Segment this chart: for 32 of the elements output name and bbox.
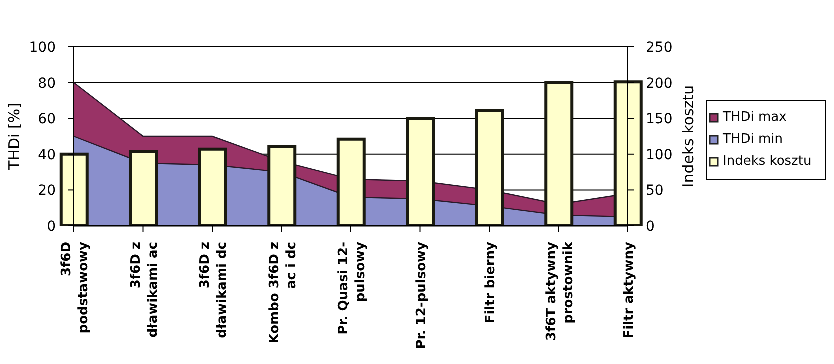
- x-tick-label: Kombo 3f6D z ac i dc: [267, 242, 300, 344]
- bar: [60, 152, 89, 226]
- y2-tick-label: 150: [646, 112, 673, 128]
- y-tick-label: 0: [47, 218, 56, 235]
- y-tick-label: 60: [38, 112, 56, 128]
- x-tick-label: Pr. 12-pulsowy: [414, 241, 430, 350]
- x-tick-label: Filtr aktywny: [622, 241, 637, 339]
- bar: [336, 138, 366, 226]
- y2-tick-label: 200: [646, 76, 673, 92]
- y2-tick-label: 100: [646, 147, 673, 164]
- y2-tick-label: 50: [646, 183, 664, 200]
- legend-label: Indeks kosztu: [723, 153, 812, 171]
- legend-label: THDi min: [723, 131, 783, 149]
- y2-axis-title: Indeks kosztu: [679, 85, 698, 188]
- y2-tick-label: 250: [646, 40, 673, 56]
- bar: [129, 150, 158, 226]
- y-tick-label: 80: [38, 76, 56, 92]
- bar: [614, 80, 643, 226]
- bar: [268, 145, 297, 226]
- x-tick-label: Filtr bierny: [484, 241, 498, 324]
- y2-tick-label: 0: [646, 218, 655, 235]
- x-tick-label: 3f6D podstawowy: [60, 241, 92, 334]
- y-tick-label: 40: [38, 147, 56, 164]
- legend-label: THDi max: [723, 109, 787, 127]
- bar: [475, 109, 504, 226]
- y-tick-label: 20: [38, 183, 56, 200]
- x-tick-label: 3f6T aktywny prostownik: [544, 241, 576, 341]
- y-tick-label: 100: [29, 40, 56, 56]
- y-axis-title: THDi [%]: [5, 103, 24, 171]
- bar: [406, 117, 436, 226]
- bar: [198, 148, 228, 226]
- bar: [544, 81, 574, 226]
